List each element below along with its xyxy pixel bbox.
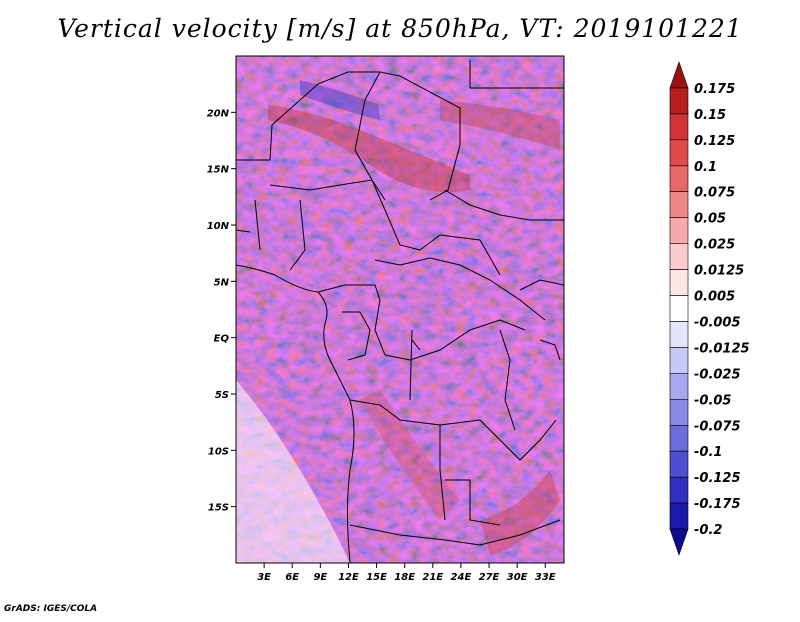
colorbar-segment	[669, 347, 689, 374]
lon-tick-label: 12E	[338, 572, 359, 583]
colorbar-segment	[669, 191, 689, 218]
colorbar-segment	[669, 113, 689, 141]
lon-tick-label: 3E	[257, 572, 271, 583]
lat-tick-label: 15S	[208, 503, 229, 514]
colorbar-segment	[669, 502, 689, 530]
longitude-labels: 3E 6E 9E 12E 15E 18E 21E 24E 27E 30E 33E	[257, 572, 556, 583]
colorbar-segment	[669, 61, 689, 89]
lat-tick-label: 10N	[207, 221, 230, 232]
latitude-labels: 20N 15N 10N 5N EQ 5S 10S 15S	[207, 108, 230, 513]
colorbar-segment	[669, 424, 689, 452]
colorbar-label: 0.15	[694, 108, 726, 123]
colorbar-segment	[669, 450, 689, 478]
colorbar	[669, 61, 689, 556]
colorbar-segment	[669, 399, 689, 426]
lon-tick-label: 6E	[285, 572, 299, 583]
colorbar-label: -0.0125	[694, 341, 750, 356]
lon-tick-label: 15E	[366, 572, 387, 583]
colorbar-labels: 0.175 0.15 0.125 0.1 0.075 0.05 0.025 0.0125 0.0…	[694, 82, 750, 538]
colorbar-segment	[669, 295, 689, 322]
lon-tick-label: 9E	[313, 572, 327, 583]
colorbar-label: -0.005	[694, 315, 741, 330]
colorbar-label: -0.1	[694, 445, 722, 460]
lat-tick-label: 5N	[214, 277, 230, 288]
lat-tick-label: EQ	[214, 334, 230, 345]
colorbar-segment	[669, 269, 689, 296]
colorbar-segment	[669, 476, 689, 504]
colorbar-label: -0.125	[694, 471, 741, 486]
colorbar-label: 0.05	[694, 212, 726, 227]
colorbar-label: 0.025	[694, 238, 735, 253]
colorbar-segment	[669, 243, 689, 270]
colorbar-label: -0.075	[694, 419, 741, 434]
colorbar-segment	[669, 528, 689, 556]
lat-tick-label: 10S	[208, 446, 229, 457]
colorbar-segment	[669, 321, 689, 348]
credit-text: GrADS: IGES/COLA	[4, 604, 98, 614]
colorbar-segment	[669, 87, 689, 115]
lat-tick-label: 15N	[207, 165, 230, 176]
vertical-velocity-field	[236, 56, 564, 563]
colorbar-label: 0.175	[694, 82, 735, 97]
lon-tick-label: 24E	[451, 572, 472, 583]
lon-tick-label: 30E	[507, 572, 528, 583]
country-borders	[236, 60, 564, 563]
lon-tick-label: 33E	[535, 572, 556, 583]
colorbar-segment	[669, 165, 689, 193]
colorbar-label: -0.025	[694, 367, 741, 382]
chart-title: Vertical velocity [m/s] at 850hPa, VT: 2…	[57, 14, 743, 43]
lon-tick-label: 18E	[394, 572, 415, 583]
colorbar-segment	[669, 373, 689, 400]
colorbar-label: -0.2	[694, 523, 722, 538]
colorbar-label: 0.075	[694, 186, 735, 201]
colorbar-label: 0.005	[694, 290, 735, 305]
lat-tick-label: 5S	[215, 390, 229, 401]
lon-tick-label: 21E	[422, 572, 443, 583]
colorbar-label: 0.1	[694, 160, 717, 175]
colorbar-label: 0.125	[694, 134, 735, 149]
map-frame	[235, 55, 565, 564]
colorbar-segment	[669, 139, 689, 167]
lon-tick-label: 27E	[479, 572, 500, 583]
lat-tick-label: 20N	[207, 108, 230, 119]
colorbar-label: 0.0125	[694, 264, 744, 279]
axis-ticks	[231, 111, 546, 568]
colorbar-label: -0.175	[694, 497, 741, 512]
colorbar-label: -0.05	[694, 393, 731, 408]
colorbar-segment	[669, 217, 689, 244]
